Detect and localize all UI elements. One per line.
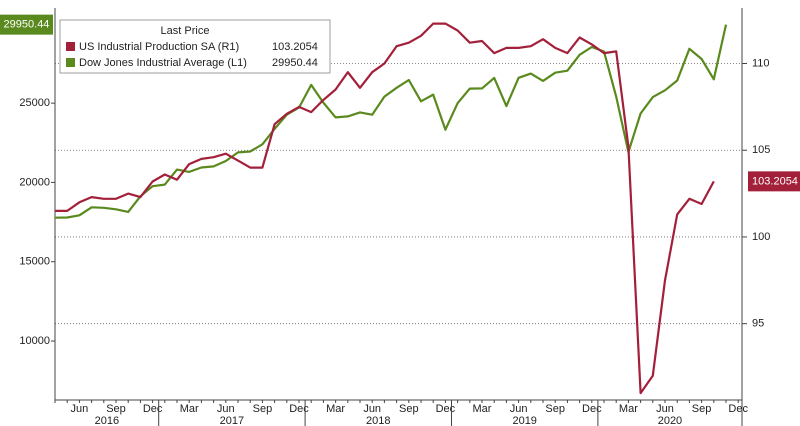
x-tick-label: Jun (510, 403, 528, 415)
year-label: 2017 (220, 415, 244, 426)
x-tick-label: Dec (728, 403, 748, 415)
year-label: 2019 (512, 415, 536, 426)
last-price-label: 29950.44 (4, 19, 50, 31)
x-tick-label: Mar (619, 403, 638, 415)
x-tick-label: Sep (692, 403, 712, 415)
series-line (55, 22, 715, 395)
legend-swatch (66, 58, 75, 67)
x-tick-label: Dec (436, 403, 456, 415)
series-line (54, 24, 728, 219)
y2-tick-label: 95 (752, 318, 764, 330)
y-tick-label: 20000 (19, 176, 50, 188)
y2-tick-label: 100 (752, 231, 770, 243)
legend-swatch (66, 42, 75, 51)
legend-value: 29950.44 (272, 57, 318, 69)
x-tick-label: Jun (71, 403, 89, 415)
last-price-label: 103.2054 (752, 175, 798, 187)
legend-label: US Industrial Production SA (R1) (79, 41, 239, 53)
last-price-box (0, 14, 53, 35)
x-tick-label: Dec (143, 403, 163, 415)
x-tick-label: Mar (326, 403, 345, 415)
legend-title: Last Price (161, 25, 210, 37)
y2-tick-label: 105 (752, 144, 770, 156)
y2-tick-label: 110 (752, 57, 770, 69)
x-tick-label: Sep (399, 403, 419, 415)
x-tick-label: Sep (106, 403, 126, 415)
y-tick-label: 15000 (19, 256, 50, 268)
y-tick-label: 25000 (19, 97, 50, 109)
x-tick-label: Dec (289, 403, 309, 415)
x-tick-label: Sep (253, 403, 273, 415)
legend-label: Dow Jones Industrial Average (L1) (79, 57, 247, 69)
x-tick-label: Dec (582, 403, 602, 415)
x-tick-label: Sep (545, 403, 565, 415)
x-tick-label: Mar (473, 403, 492, 415)
last-price-box (748, 171, 800, 192)
legend-value: 103.2054 (272, 41, 318, 53)
x-tick-label: Jun (363, 403, 381, 415)
y-tick-label: 10000 (19, 335, 50, 347)
year-label: 2020 (658, 415, 682, 426)
x-tick-label: Mar (180, 403, 199, 415)
x-tick-label: Jun (217, 403, 235, 415)
legend-box (59, 19, 331, 74)
x-tick-label: Jun (656, 403, 674, 415)
year-label: 2016 (95, 415, 119, 426)
year-label: 2018 (366, 415, 390, 426)
